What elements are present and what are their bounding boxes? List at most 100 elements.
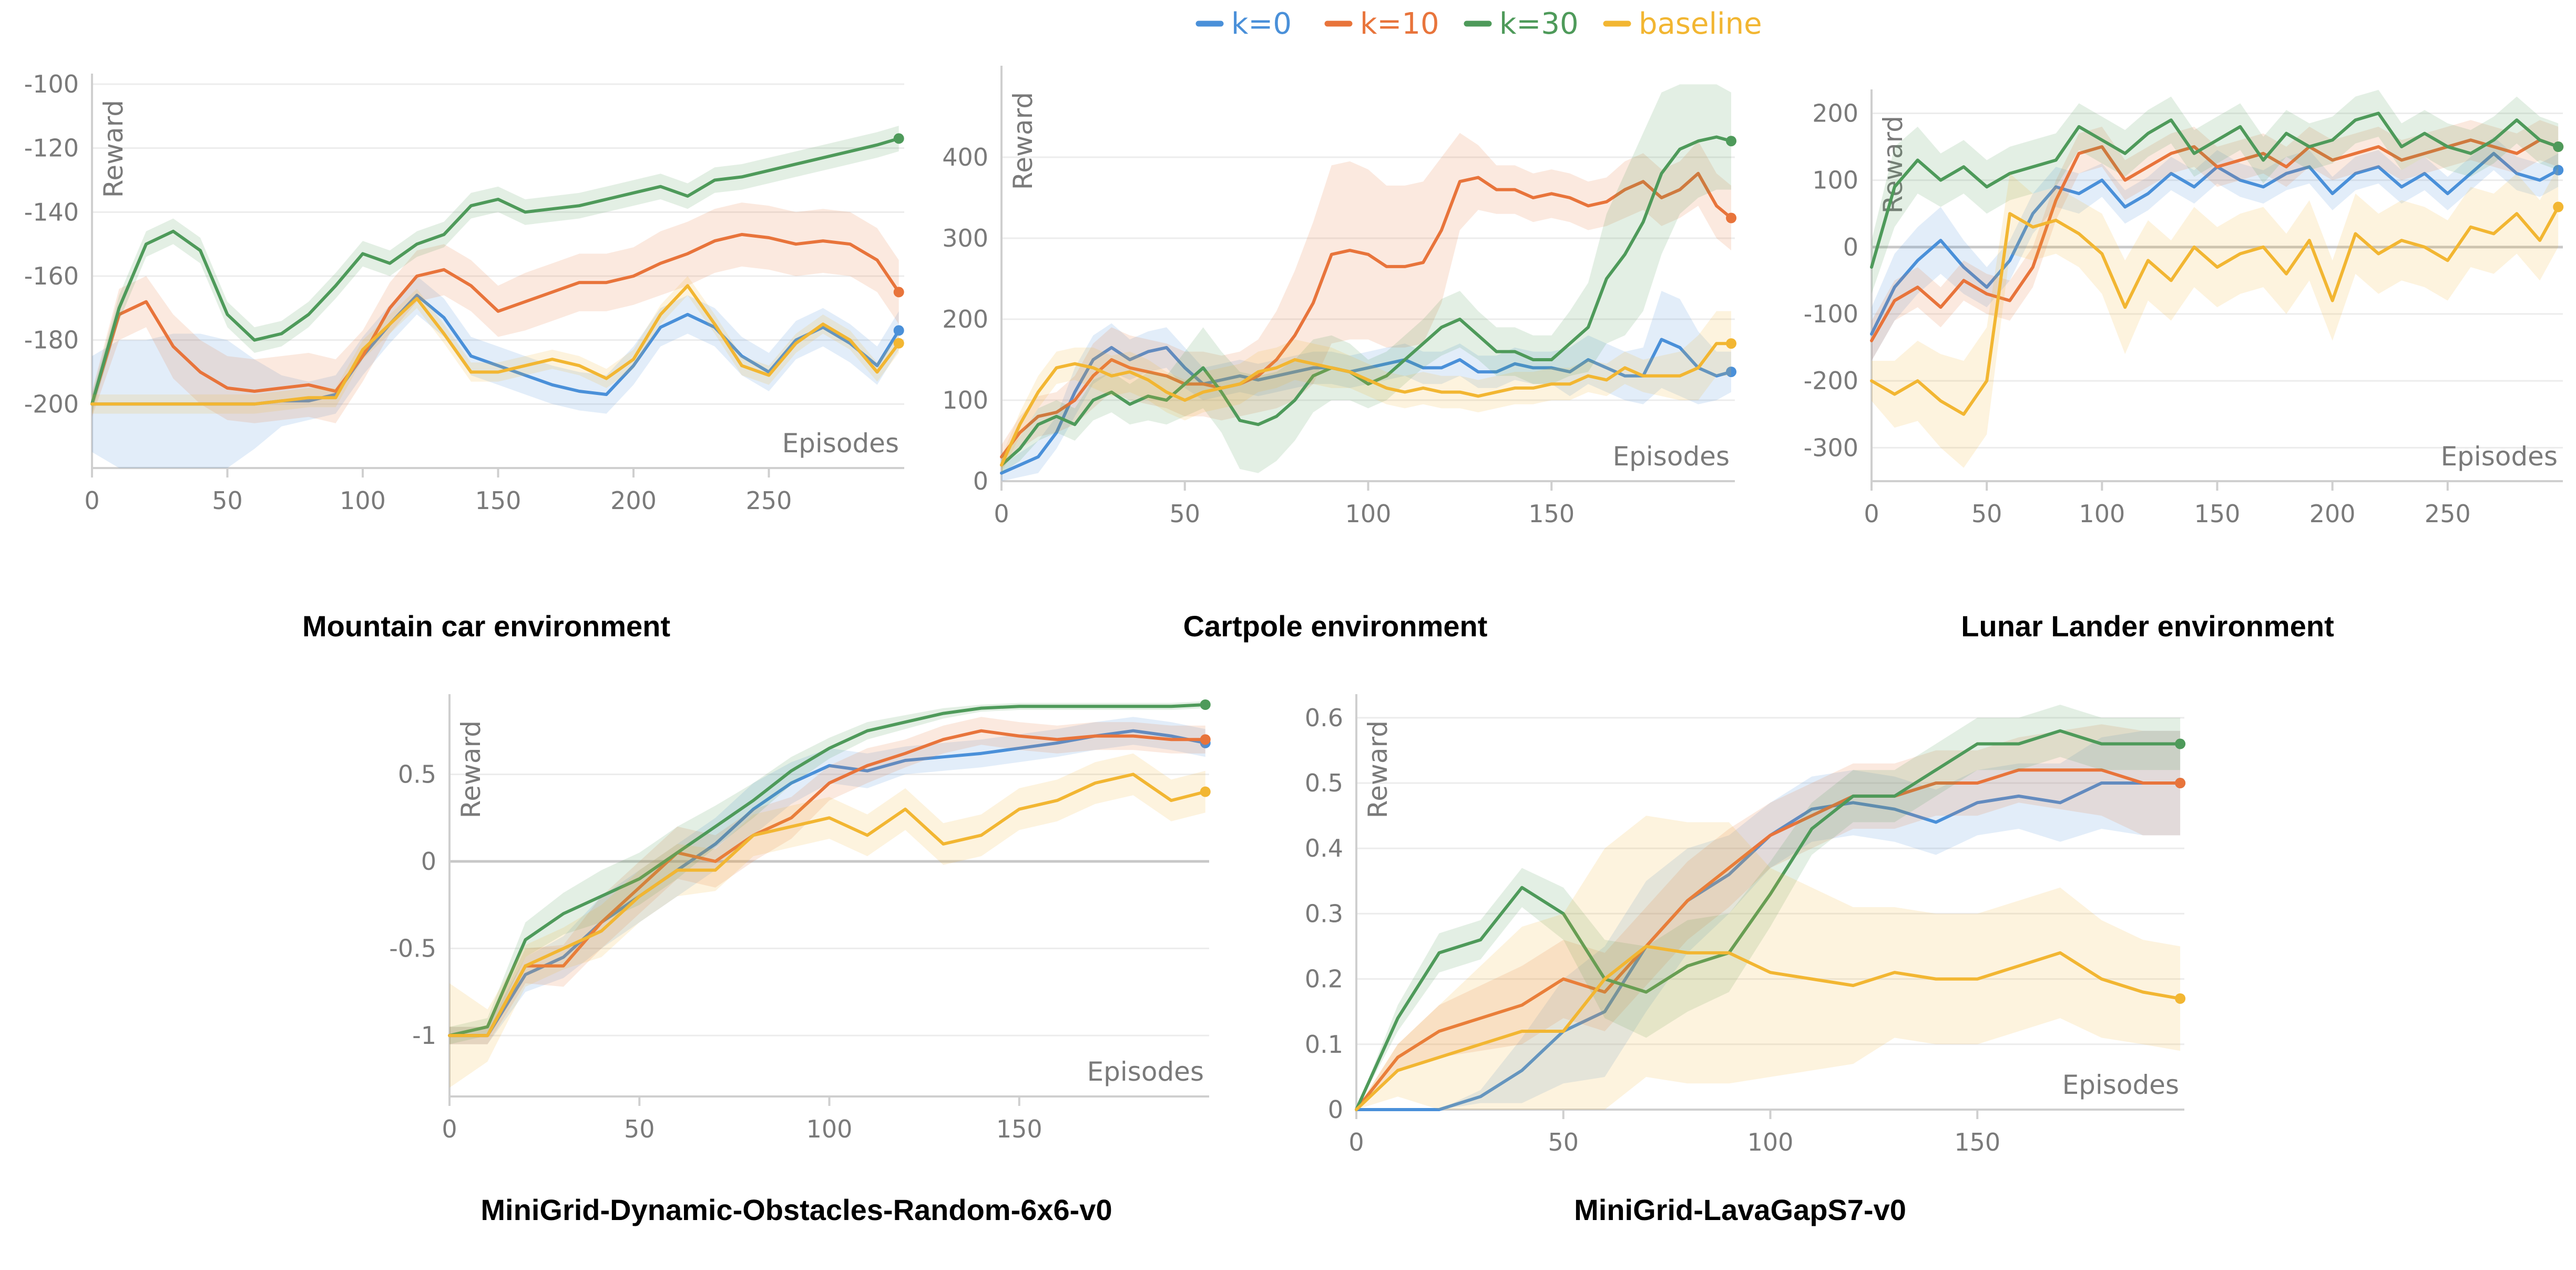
series-line <box>90 284 901 406</box>
series-k-10 <box>1355 724 2186 1111</box>
y-tick-label: 0.5 <box>398 760 436 788</box>
legend-label: k=0 <box>1231 7 1292 41</box>
series-line <box>448 703 1207 1038</box>
y-tick-label: -0.5 <box>389 934 436 963</box>
y-tick-label: 200 <box>1812 99 1858 127</box>
series-line <box>1355 729 2182 1111</box>
chart-caption: Mountain car environment <box>302 609 670 643</box>
y-tick-label: 0 <box>1843 233 1858 261</box>
x-tick-label: 50 <box>212 486 243 515</box>
y-tick-label: 0.4 <box>1305 834 1343 862</box>
series-end-dot <box>1200 734 1211 745</box>
series-k-10 <box>448 717 1211 1044</box>
series-band <box>92 202 899 423</box>
y-tick-label: 100 <box>942 386 988 414</box>
x-tick-label: 0 <box>1348 1128 1364 1156</box>
series-band <box>449 717 1205 1044</box>
y-tick-label: 0.6 <box>1305 704 1343 732</box>
legend: k=0 k=10 k=30 baseline <box>1195 7 1762 41</box>
series-end-dot <box>1200 699 1211 710</box>
series-end-dot <box>2553 201 2564 212</box>
chart-caption: Lunar Lander environment <box>1961 609 2334 643</box>
series-line <box>90 137 901 406</box>
series-line <box>1355 768 2182 1111</box>
series-baseline <box>1000 311 1737 473</box>
chart-mountain-car-environment: -200 -180 -160 -140 -120 -100 0 50 100 150 200 250 R… <box>24 70 904 643</box>
series-line <box>90 232 901 406</box>
series-line <box>1000 342 1733 467</box>
series-k-30 <box>1000 84 1737 473</box>
series-band <box>1356 724 2181 1110</box>
series-k-30 <box>1355 705 2186 1111</box>
y-tick-label: 0.2 <box>1305 965 1343 993</box>
chart-cartpole-environment: 0 100 200 300 400 0 50 100 150 Reward Episodes Cart… <box>942 66 1737 643</box>
series-end-dot <box>2553 165 2564 176</box>
series-k-30 <box>90 126 904 414</box>
y-tick-label: -200 <box>24 390 79 418</box>
series-baseline <box>1870 167 2564 468</box>
y-axis-title: Reward <box>1008 92 1038 190</box>
chart-minigrid-lavagaps7-v0: 0 0.1 0.2 0.3 0.4 0.5 0.6 0 50 100 150 Reward Episod… <box>1305 694 2186 1226</box>
series-line <box>448 729 1207 1038</box>
series-end-dot <box>893 325 904 336</box>
x-tick-label: 100 <box>340 486 386 515</box>
x-tick-label: 250 <box>2425 500 2471 528</box>
chart-minigrid-dynamic-obstacles-random-6x6-v0: -1 -0.5 0 0.5 0 50 100 150 Reward Episodes MiniGri… <box>389 694 1211 1226</box>
y-tick-label: -1 <box>412 1021 436 1050</box>
series-line <box>1000 171 1733 459</box>
series-end-dot <box>1200 786 1211 797</box>
legend-item-baseline: baseline <box>1603 7 1762 41</box>
series-baseline <box>90 276 904 414</box>
y-tick-label: -160 <box>24 262 79 290</box>
y-axis-title: Reward <box>1363 720 1393 818</box>
x-tick-label: 100 <box>1345 500 1392 528</box>
x-axis-title: Episodes <box>2062 1070 2179 1100</box>
series-band <box>449 717 1205 1044</box>
y-tick-label: -300 <box>1804 433 1858 462</box>
series-baseline <box>1355 816 2186 1111</box>
y-tick-label: 200 <box>942 305 988 333</box>
chart-caption: Cartpole environment <box>1183 609 1488 643</box>
y-tick-label: -100 <box>1804 300 1858 328</box>
series-line <box>1355 944 2182 1111</box>
series-end-dot <box>893 133 904 144</box>
series-band <box>92 276 899 414</box>
series-k-10 <box>90 202 904 423</box>
legend-label: k=10 <box>1360 7 1439 41</box>
y-tick-label: 0.5 <box>1305 769 1343 797</box>
series-band <box>1356 705 2181 1110</box>
series-band <box>1001 84 1731 473</box>
x-tick-label: 100 <box>2079 500 2125 528</box>
series-end-dot <box>893 287 904 298</box>
y-tick-label: -200 <box>1804 367 1858 395</box>
y-tick-label: 300 <box>942 224 988 252</box>
x-tick-label: 150 <box>1954 1128 2000 1156</box>
series-end-dot <box>2553 141 2564 153</box>
series-band <box>1872 167 2559 468</box>
y-axis-title: Reward <box>98 100 129 198</box>
y-tick-label: 0.1 <box>1305 1030 1343 1059</box>
series-band <box>92 126 899 414</box>
series-band <box>1001 291 1731 481</box>
series-end-dot <box>1726 338 1737 349</box>
y-tick-label: 0.3 <box>1305 899 1343 928</box>
chart-caption: MiniGrid-Dynamic-Obstacles-Random-6x6-v0 <box>481 1193 1112 1226</box>
series-band <box>1872 137 2559 361</box>
legend-item-k-30: k=30 <box>1464 7 1579 41</box>
y-axis-title: Reward <box>456 720 486 818</box>
series-end-dot <box>1726 212 1737 223</box>
series-line <box>1870 205 2560 416</box>
y-tick-label: 0 <box>1328 1095 1343 1124</box>
x-tick-label: 50 <box>1548 1128 1579 1156</box>
series-end-dot <box>1726 367 1737 378</box>
series-band <box>449 753 1205 1088</box>
y-tick-label: 0 <box>973 467 988 495</box>
series-end-dot <box>2175 778 2186 789</box>
x-tick-label: 50 <box>624 1115 655 1143</box>
x-tick-label: 100 <box>1747 1128 1794 1156</box>
series-k-0 <box>1000 291 1737 481</box>
series-band <box>1001 311 1731 473</box>
